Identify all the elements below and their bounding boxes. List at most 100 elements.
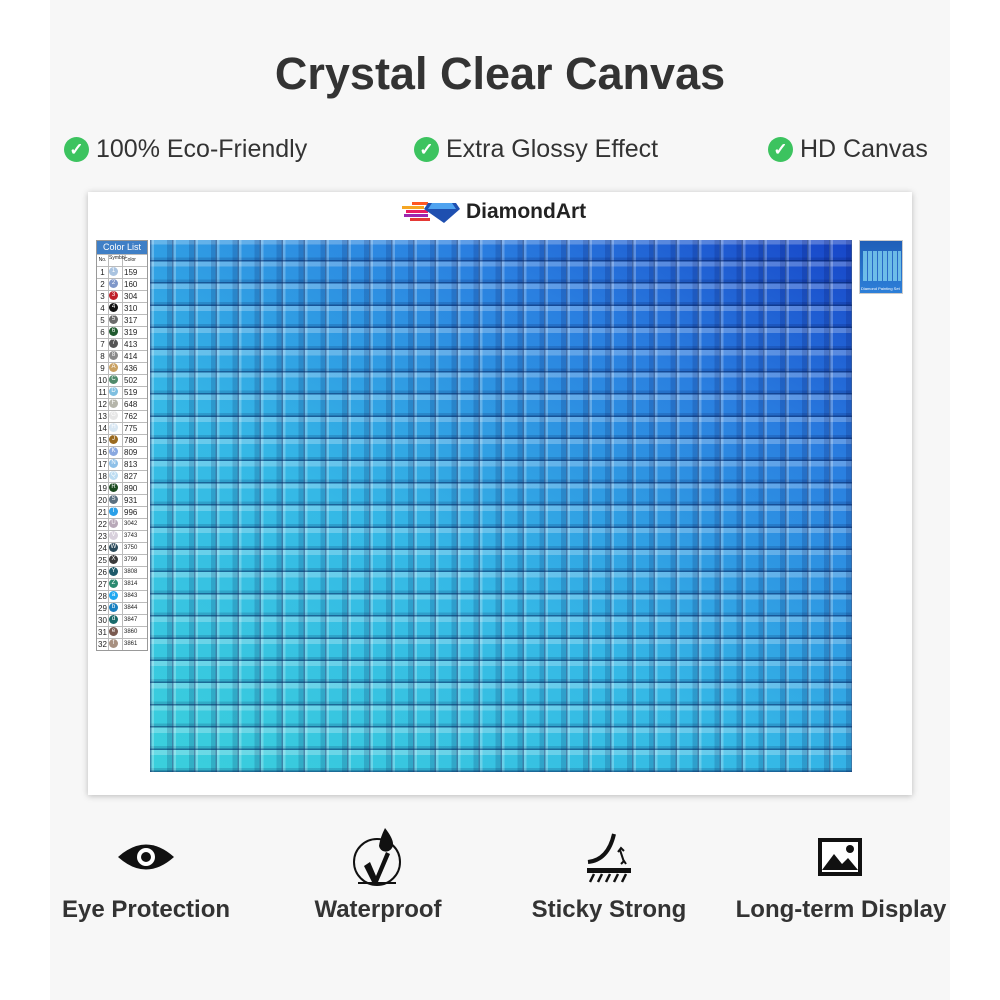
row-number: 17 [97,459,109,470]
symbol-cell: J [109,435,123,446]
symbol-cell: 7 [109,339,123,350]
symbol-cell: 1 [109,267,123,278]
symbol-dot: C [109,375,118,384]
color-code: 996 [124,508,138,517]
symbol-dot: 5 [109,315,118,324]
eye-icon [118,844,174,870]
color-list-row: 11 D 519 [97,386,147,398]
color-code: 413 [124,340,138,349]
benefit-long-term-display: Long-term Display [735,896,947,923]
symbol-dot: W [109,543,118,552]
color-code: 931 [124,496,138,505]
row-number: 21 [97,507,109,518]
symbol-cell: T [109,507,123,518]
feature-eco: ✓ 100% Eco-Friendly [64,135,307,164]
symbol-cell: Q [109,471,123,482]
color-code: 809 [124,448,138,457]
symbol-cell: R [109,483,123,494]
symbol-cell: f [109,639,123,650]
symbol-cell: 6 [109,327,123,338]
symbol-cell: e [109,627,123,638]
color-code: 3847 [124,617,138,623]
symbol-dot: U [109,519,118,528]
symbol-cell: G [109,411,123,422]
feature-hd: ✓ HD Canvas [768,135,928,164]
row-number: 29 [97,603,109,614]
symbol-dot: 6 [109,327,118,336]
thumbnail-caption: Diamond Painting Set [861,286,900,291]
color-code: 813 [124,460,138,469]
row-number: 20 [97,495,109,506]
check-icon: ✓ [64,137,89,162]
color-list: Color List No. Symbol Color 1 1 159 2 2 160 3 3 30… [96,240,148,651]
color-code: 775 [124,424,138,433]
color-list-row: 27 Z 3814 [97,578,147,590]
color-list-row: 12 F 648 [97,398,147,410]
symbol-cell: U [109,519,123,530]
color-code: 3843 [124,593,138,599]
symbol-cell: F [109,399,123,410]
symbol-dot: 1 [109,267,118,276]
symbol-cell: S [109,495,123,506]
symbol-dot: R [109,483,118,492]
color-list-row: 22 U 3042 [97,518,147,530]
color-list-row: 9 A 436 [97,362,147,374]
brand-name: DiamondArt [466,200,587,223]
symbol-cell: D [109,387,123,398]
header-symbol: Symbol [109,255,126,266]
color-list-row: 30 d 3847 [97,614,147,626]
color-code: 3844 [124,605,138,611]
symbol-dot: Q [109,471,118,480]
symbol-dot: A [109,363,118,372]
symbol-cell: 8 [109,351,123,362]
feature-label: HD Canvas [800,135,928,163]
symbol-dot: d [109,615,118,624]
header-no: No. [97,255,109,266]
color-list-row: 26 Y 3808 [97,566,147,578]
color-list-row: 18 Q 827 [97,470,147,482]
color-code: 827 [124,472,138,481]
row-number: 22 [97,519,109,530]
symbol-cell: 2 [109,279,123,290]
package-thumbnail: Diamond Painting Set [859,240,903,294]
color-code: 436 [124,364,138,373]
symbol-cell: 5 [109,315,123,326]
color-list-row: 10 C 502 [97,374,147,386]
symbol-dot: S [109,495,118,504]
color-list-row: 17 N 813 [97,458,147,470]
benefit-eye-protection: Eye Protection [61,896,231,923]
check-icon: ✓ [768,137,793,162]
symbol-dot: G [109,411,118,420]
color-code: 3799 [124,557,138,563]
color-code: 159 [124,268,138,277]
row-number: 12 [97,399,109,410]
symbol-dot: V [109,531,118,540]
brand-logo: DiamondArt [402,200,586,224]
symbol-dot: K [109,447,118,456]
row-number: 32 [97,639,109,650]
row-number: 9 [97,363,109,374]
color-code: 304 [124,292,138,301]
symbol-cell: K [109,447,123,458]
symbol-dot: N [109,459,118,468]
color-list-row: 2 2 160 [97,278,147,290]
row-number: 19 [97,483,109,494]
symbol-dot: 7 [109,339,118,348]
sticky-icon [587,833,631,883]
row-number: 14 [97,423,109,434]
image-icon [818,838,862,876]
color-list-row: 19 R 890 [97,482,147,494]
color-code: 502 [124,376,138,385]
symbol-dot: 4 [109,303,118,312]
symbol-cell: A [109,363,123,374]
color-list-row: 1 1 159 [97,266,147,278]
color-code: 317 [124,316,138,325]
color-code: 780 [124,436,138,445]
symbol-dot: D [109,387,118,396]
row-number: 15 [97,435,109,446]
color-code: 762 [124,412,138,421]
symbol-cell: W [109,543,123,554]
check-icon: ✓ [414,137,439,162]
symbol-dot: a [109,591,118,600]
row-number: 7 [97,339,109,350]
